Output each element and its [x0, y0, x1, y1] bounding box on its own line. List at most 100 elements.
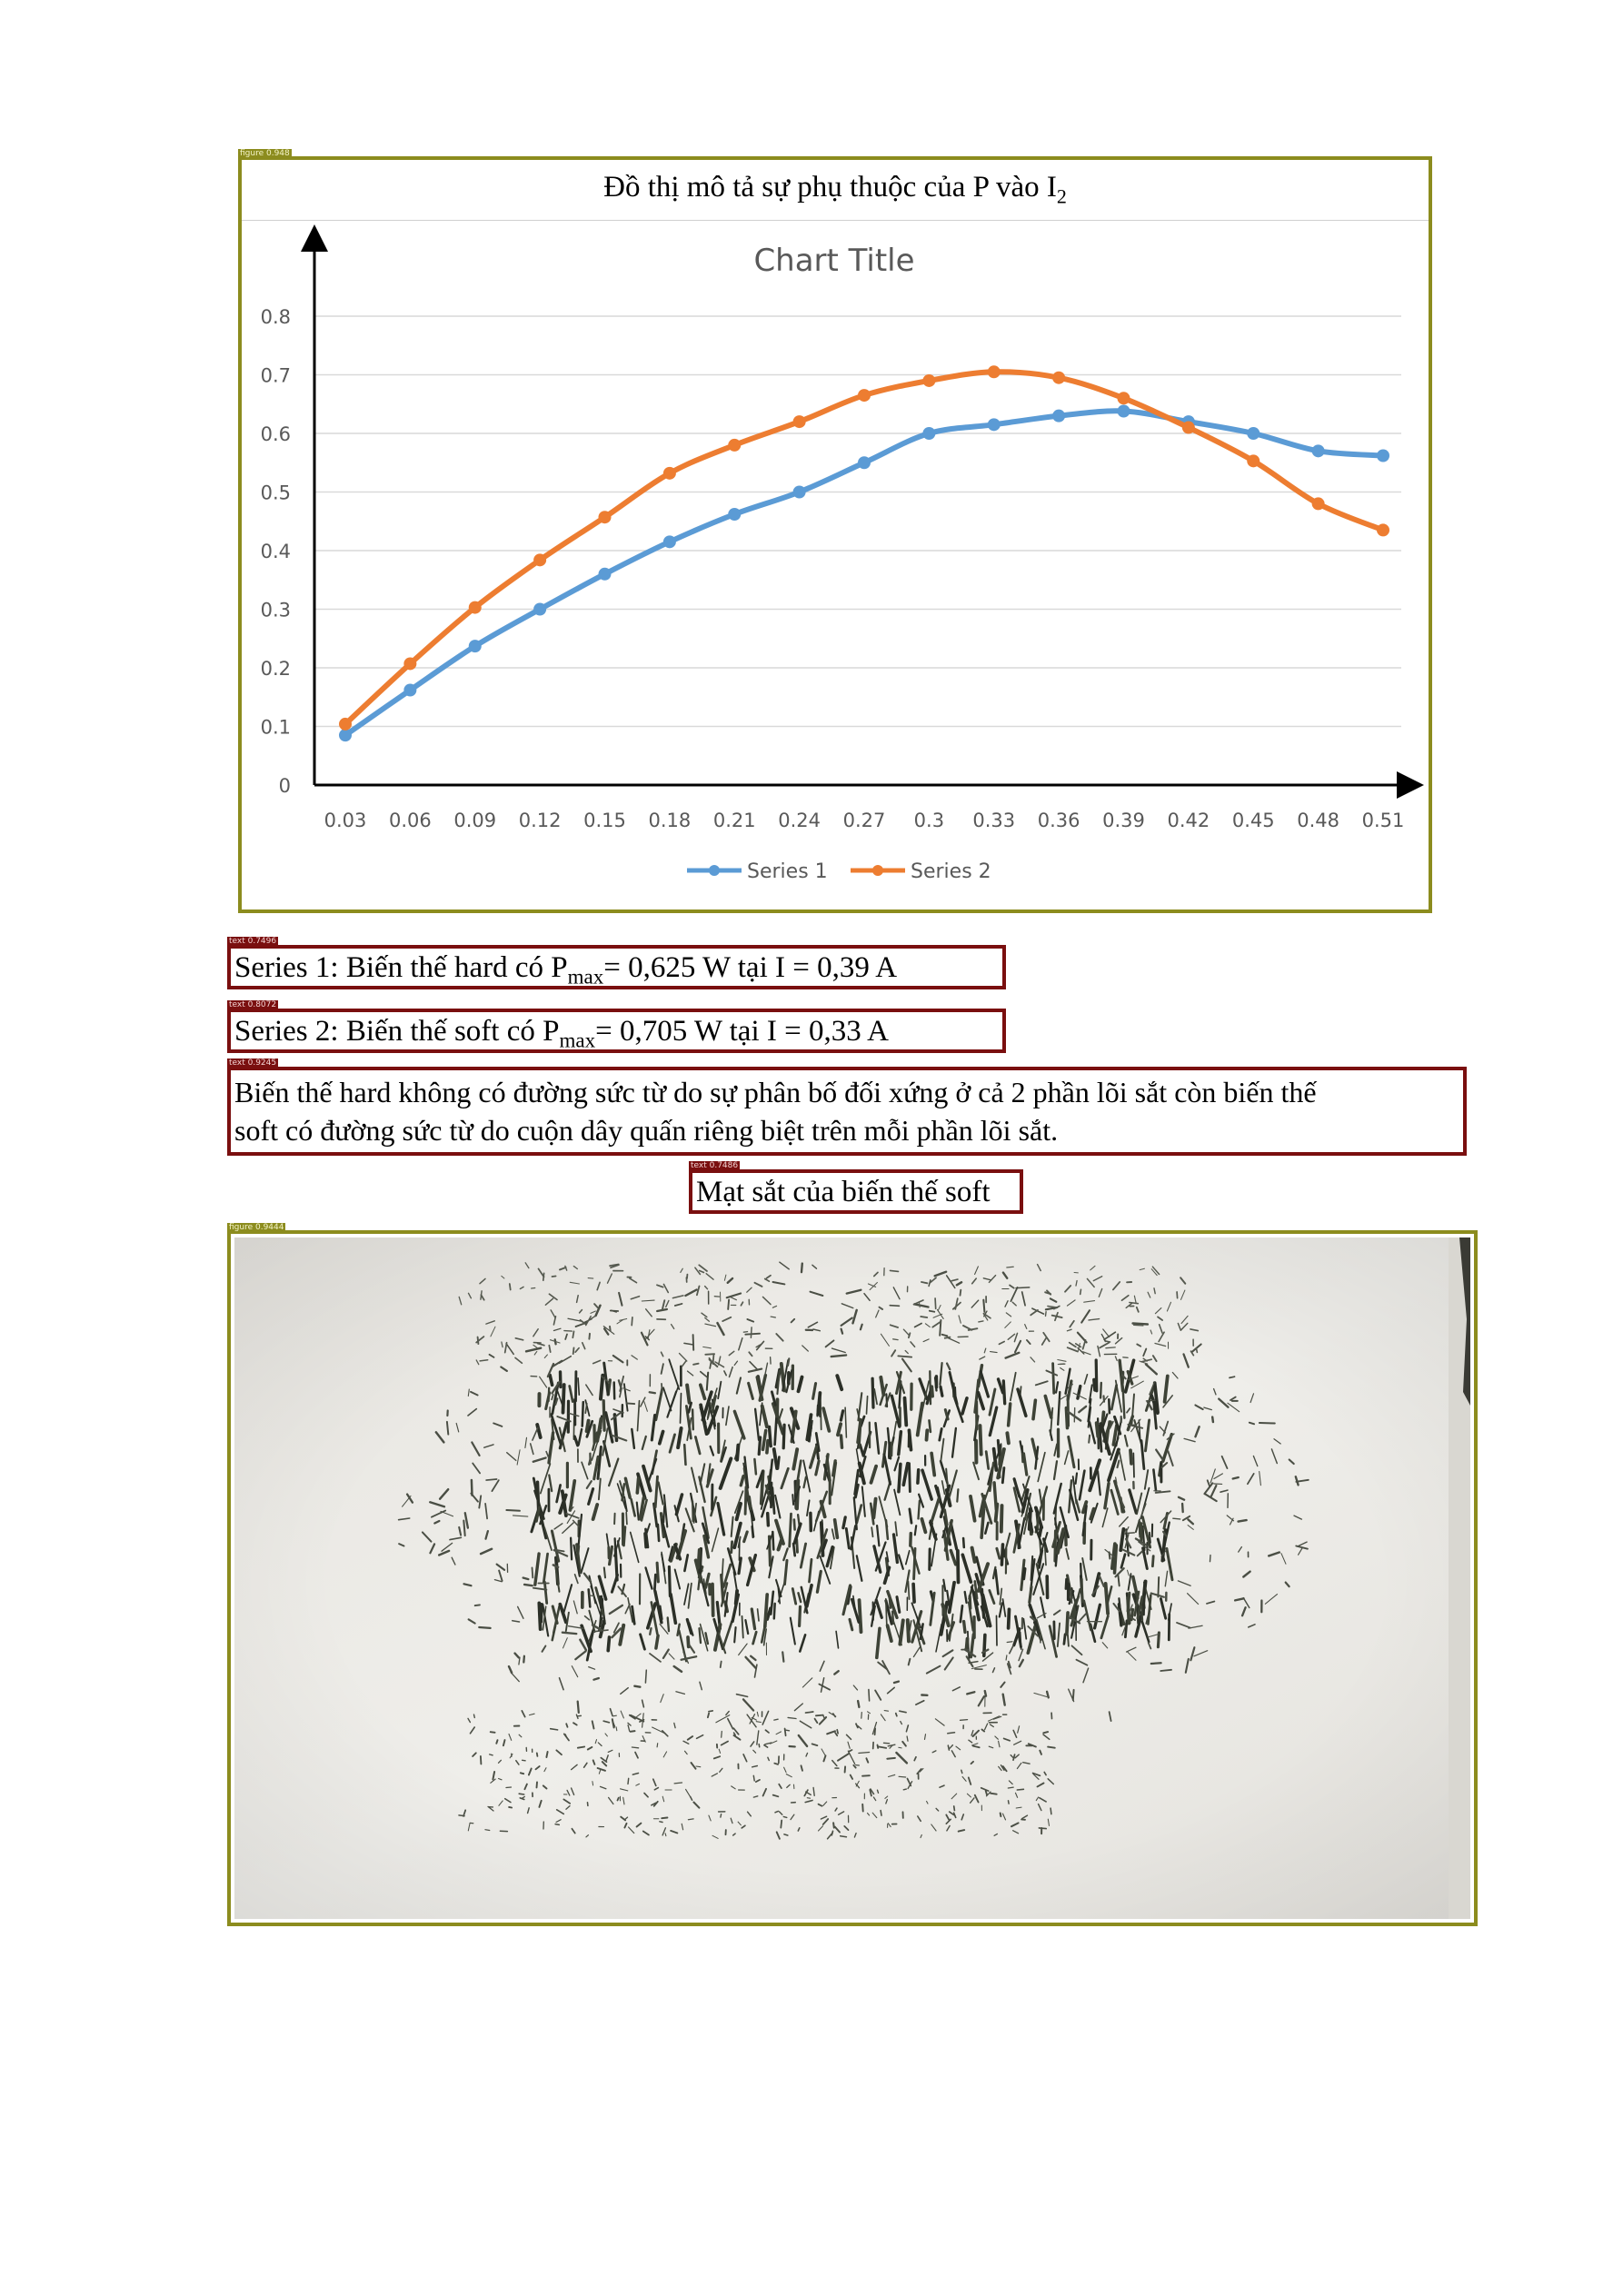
filing-mark — [772, 1602, 776, 1620]
filing-mark — [704, 1353, 716, 1356]
filing-mark — [581, 1341, 586, 1350]
filing-mark — [874, 1541, 887, 1572]
filing-mark — [782, 1815, 788, 1819]
filing-mark — [815, 1714, 824, 1717]
filing-mark — [1218, 1397, 1230, 1408]
filing-mark — [1006, 1641, 1013, 1644]
filing-mark — [1295, 1545, 1309, 1550]
filing-mark — [844, 1406, 848, 1438]
comparison-paragraph-line1: Biến thế hard không có đường sức từ do s… — [234, 1076, 1317, 1108]
filing-mark — [1075, 1279, 1078, 1287]
filing-mark — [776, 1538, 783, 1552]
filing-mark — [1133, 1295, 1137, 1304]
filing-mark — [765, 1511, 771, 1527]
filing-mark — [524, 1262, 530, 1269]
filing-mark — [1048, 1625, 1058, 1658]
filing-mark — [833, 1670, 840, 1675]
filing-mark — [704, 1632, 710, 1645]
filing-mark — [771, 1486, 776, 1516]
filing-mark — [1147, 1633, 1160, 1638]
filing-mark — [812, 1328, 821, 1332]
filing-mark — [1297, 1541, 1308, 1547]
filing-mark — [1031, 1398, 1038, 1421]
filing-mark — [1248, 1624, 1256, 1628]
filing-mark — [672, 1295, 684, 1299]
filing-mark — [1072, 1392, 1087, 1400]
filing-mark — [821, 1406, 831, 1433]
filing-mark — [911, 1602, 922, 1629]
filing-mark — [1077, 1613, 1087, 1624]
filing-mark — [522, 1576, 530, 1581]
filing-mark — [568, 1412, 580, 1417]
filing-mark — [579, 1638, 588, 1652]
filing-mark — [1158, 1323, 1163, 1334]
filing-mark — [653, 1573, 657, 1592]
filing-mark — [853, 1468, 860, 1496]
filing-mark — [1127, 1532, 1135, 1535]
filing-mark — [657, 1429, 665, 1446]
filing-mark — [673, 1543, 682, 1561]
filing-mark — [1087, 1397, 1092, 1423]
filing-mark — [840, 1327, 844, 1335]
filing-mark — [912, 1646, 921, 1658]
series2-point — [598, 511, 612, 524]
comparison-paragraph-box: text 0.9245 Biến thế hard không có đường… — [227, 1059, 1467, 1156]
filing-mark — [607, 1457, 620, 1487]
filing-mark — [1140, 1605, 1144, 1622]
filing-mark — [576, 1545, 581, 1558]
filing-mark — [711, 1773, 719, 1777]
x-tick-label: 0.15 — [583, 810, 626, 831]
filing-mark — [832, 1517, 840, 1540]
filing-mark — [479, 1547, 493, 1556]
filing-mark — [1042, 1734, 1050, 1741]
filing-mark — [668, 1358, 681, 1390]
filing-mark — [723, 1274, 727, 1281]
filing-mark — [691, 1408, 695, 1431]
filing-mark — [501, 1275, 505, 1279]
x-tick-label: 0.33 — [972, 810, 1015, 831]
filing-mark — [981, 1652, 994, 1662]
filing-mark — [946, 1589, 951, 1607]
filing-mark — [1116, 1459, 1120, 1469]
filing-mark — [1038, 1525, 1043, 1538]
filing-mark — [843, 1765, 847, 1774]
filing-mark — [874, 1689, 882, 1701]
filing-mark — [611, 1434, 628, 1442]
filing-mark — [696, 1548, 702, 1569]
filing-mark — [1090, 1502, 1099, 1524]
filing-mark — [892, 1287, 901, 1300]
filing-mark — [897, 1554, 904, 1570]
filing-mark — [1014, 1754, 1020, 1759]
filing-mark — [1155, 1448, 1164, 1461]
filing-mark — [653, 1589, 663, 1625]
filing-mark — [572, 1347, 575, 1356]
filing-mark — [601, 1761, 608, 1767]
filing-mark — [699, 1406, 707, 1425]
series2-point — [987, 365, 1001, 379]
filing-mark — [907, 1580, 911, 1600]
filing-mark — [885, 1624, 893, 1643]
filing-mark — [855, 1555, 863, 1582]
filing-mark — [627, 1777, 630, 1785]
filing-mark — [618, 1291, 623, 1307]
filing-mark — [1027, 1625, 1040, 1637]
filing-mark — [1065, 1611, 1070, 1636]
filing-mark — [580, 1624, 592, 1654]
filing-mark — [692, 1502, 697, 1524]
filing-mark — [797, 1592, 802, 1604]
filing-mark — [607, 1749, 613, 1754]
filing-mark — [1130, 1604, 1133, 1612]
filing-mark — [564, 1333, 568, 1340]
filing-mark — [1051, 1520, 1061, 1548]
filing-mark — [929, 1520, 938, 1541]
filing-mark — [532, 1426, 539, 1441]
filing-mark — [587, 1487, 595, 1506]
filing-mark — [811, 1743, 819, 1746]
filing-mark — [613, 1537, 618, 1573]
filing-mark — [1158, 1331, 1165, 1343]
filing-mark — [495, 1739, 499, 1744]
filing-mark — [1090, 1265, 1096, 1271]
series1-summary: Series 1: Biến thế hard có Pmax= 0,625 W… — [234, 949, 897, 996]
filing-mark — [773, 1718, 779, 1721]
filing-mark — [1144, 1418, 1151, 1453]
